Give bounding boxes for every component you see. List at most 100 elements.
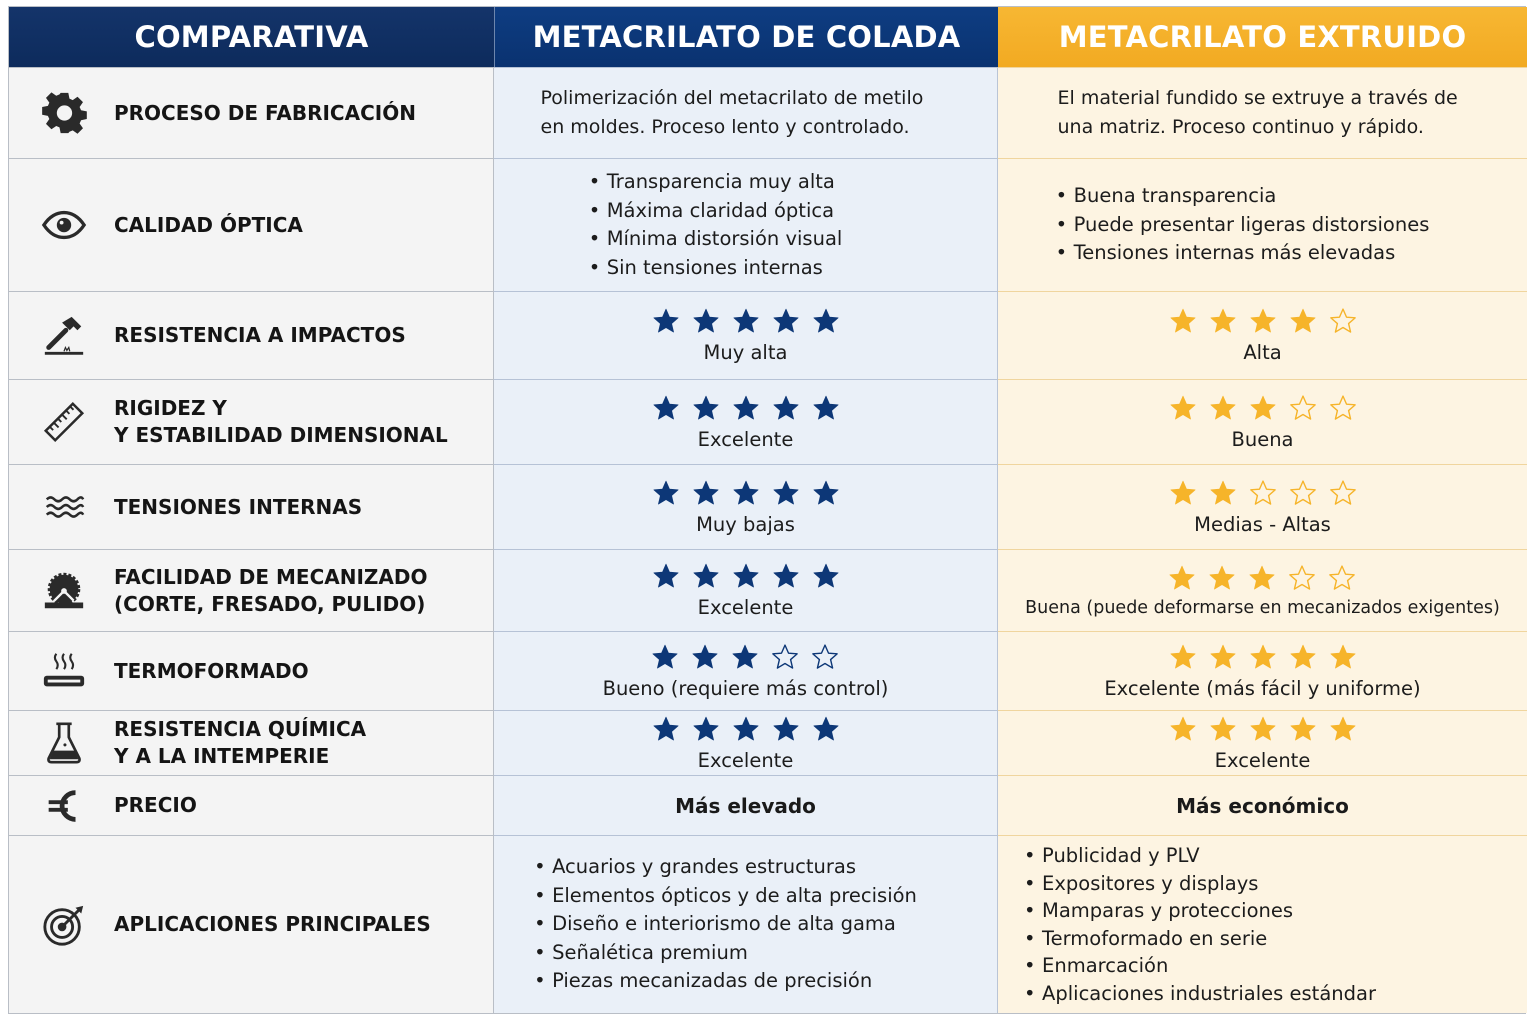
star-filled-icon: [1249, 307, 1277, 339]
star-filled-icon: [812, 715, 840, 747]
star-filled-icon: [1169, 715, 1197, 747]
list-item: Termoformado en serie: [1024, 925, 1376, 953]
star-filled-icon: [692, 715, 720, 747]
extruido-rigidez-stars: [1169, 394, 1357, 426]
star-empty-icon: [1329, 307, 1357, 339]
list-item: Enmarcación: [1024, 952, 1376, 980]
colada-tensiones: Muy bajas: [494, 464, 998, 549]
star-filled-icon: [652, 479, 680, 511]
star-empty-icon: [1328, 564, 1356, 596]
star-filled-icon: [772, 394, 800, 426]
colada-calidad-optica: Transparencia muy alta Máxima claridad ó…: [494, 158, 998, 291]
star-filled-icon: [772, 562, 800, 594]
star-filled-icon: [1169, 394, 1197, 426]
rating-text: Alta: [1243, 341, 1282, 364]
star-filled-icon: [651, 643, 679, 675]
extruido-quimica-stars: [1169, 715, 1357, 747]
list-item: Elementos ópticos y de alta precisión: [534, 882, 917, 911]
extruido-impactos: Alta: [998, 291, 1527, 379]
colada-proceso: Polimerización del metacrilato de metilo…: [494, 67, 998, 158]
list-item: Señalética premium: [534, 939, 917, 968]
hammer-icon: [39, 311, 89, 361]
row-label-text: PRECIO: [114, 793, 197, 817]
star-filled-icon: [1209, 643, 1237, 675]
rating-text: Buena: [1231, 427, 1294, 451]
star-empty-icon: [1289, 394, 1317, 426]
star-filled-icon: [1329, 715, 1357, 747]
star-filled-icon: [1248, 564, 1276, 596]
colada-precio: Más elevado: [494, 775, 998, 835]
list-item: Expositores y displays: [1024, 870, 1376, 898]
colada-mecanizado: Excelente: [494, 549, 998, 631]
star-filled-icon: [772, 479, 800, 511]
colada-rigidez: Excelente: [494, 379, 998, 464]
colada-mecanizado-stars: [652, 562, 840, 594]
extruido-quimica: Excelente: [998, 710, 1527, 775]
star-filled-icon: [652, 562, 680, 594]
star-filled-icon: [772, 307, 800, 339]
rating-text: Excelente: [697, 427, 794, 451]
rating-text: Buena (puede deformarse en mecanizados e…: [1025, 597, 1500, 618]
colada-aplicaciones-list: Acuarios y grandes estructuras Elementos…: [534, 853, 917, 996]
colada-termoformado: Bueno (requiere más control): [494, 631, 998, 710]
extruido-termoformado: Excelente (más fácil y uniforme): [998, 631, 1527, 710]
star-filled-icon: [1209, 715, 1237, 747]
rating-text: Excelente: [1214, 748, 1311, 772]
extruido-proceso: El material fundido se extruye a través …: [998, 67, 1527, 158]
star-filled-icon: [1209, 307, 1237, 339]
extruido-termoformado-stars: [1169, 643, 1357, 675]
star-filled-icon: [692, 562, 720, 594]
star-filled-icon: [1169, 643, 1197, 675]
comparison-table: COMPARATIVA METACRILATO DE COLADA METACR…: [8, 6, 1527, 1014]
row-label-quimica: RESISTENCIA QUÍMICA Y A LA INTEMPERIE: [9, 710, 494, 775]
colada-optica-list: Transparencia muy alta Máxima claridad ó…: [589, 168, 843, 282]
star-filled-icon: [692, 394, 720, 426]
row-label-text: TENSIONES INTERNAS: [114, 494, 363, 519]
rating-text: Muy alta: [703, 341, 788, 364]
star-empty-icon: [1249, 479, 1277, 511]
header-extruido: METACRILATO EXTRUIDO: [998, 7, 1527, 67]
star-filled-icon: [692, 479, 720, 511]
star-filled-icon: [1169, 479, 1197, 511]
star-filled-icon: [692, 307, 720, 339]
list-item: Publicidad y PLV: [1024, 842, 1376, 870]
star-filled-icon: [731, 643, 759, 675]
star-filled-icon: [652, 307, 680, 339]
star-empty-icon: [1289, 479, 1317, 511]
extruido-price: Más económico: [1176, 793, 1349, 818]
star-filled-icon: [1249, 715, 1277, 747]
row-label-text: RIGIDEZ Y Y ESTABILIDAD DIMENSIONAL: [114, 396, 448, 447]
row-label-text: TERMOFORMADO: [114, 658, 309, 683]
star-filled-icon: [1289, 307, 1317, 339]
rating-text: Muy bajas: [696, 512, 795, 536]
rating-text: Excelente (más fácil y uniforme): [1104, 676, 1421, 700]
star-filled-icon: [1168, 564, 1196, 596]
colada-impactos: Muy alta: [494, 291, 998, 379]
gear-icon: [39, 88, 89, 138]
target-icon: [39, 900, 89, 950]
heat-icon: [39, 646, 89, 696]
row-label-precio: PRECIO: [9, 775, 494, 835]
list-item: Transparencia muy alta: [589, 168, 843, 197]
extruido-proceso-text: El material fundido se extruye a través …: [1057, 87, 1458, 138]
star-empty-icon: [1329, 394, 1357, 426]
star-filled-icon: [732, 479, 760, 511]
row-label-text: PROCESO DE FABRICACIÓN: [114, 100, 416, 125]
star-empty-icon: [771, 643, 799, 675]
star-filled-icon: [732, 562, 760, 594]
star-filled-icon: [1289, 715, 1317, 747]
star-empty-icon: [1329, 479, 1357, 511]
colada-price: Más elevado: [675, 793, 816, 818]
list-item: Sin tensiones internas: [589, 254, 843, 283]
rating-text: Excelente: [697, 748, 794, 772]
list-item: Diseño e interiorismo de alta gama: [534, 910, 917, 939]
star-filled-icon: [812, 562, 840, 594]
list-item: Puede presentar ligeras distorsiones: [1056, 211, 1430, 240]
star-filled-icon: [1289, 643, 1317, 675]
extruido-mecanizado: Buena (puede deformarse en mecanizados e…: [998, 549, 1527, 631]
star-filled-icon: [1329, 643, 1357, 675]
extruido-precio: Más económico: [998, 775, 1527, 835]
extruido-optica-list: Buena transparencia Puede presentar lige…: [1056, 182, 1430, 268]
star-filled-icon: [1209, 394, 1237, 426]
extruido-impactos-stars: [1169, 307, 1357, 339]
